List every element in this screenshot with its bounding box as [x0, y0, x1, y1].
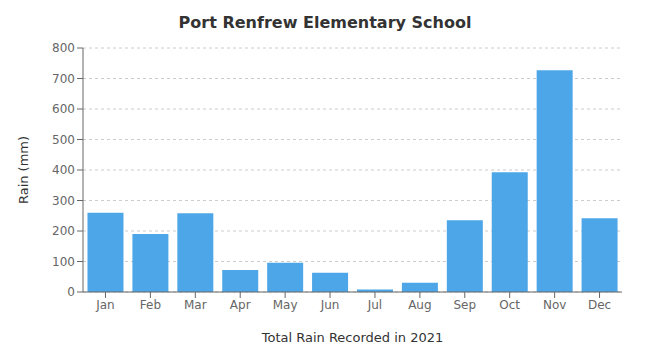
svg-text:Apr: Apr	[230, 298, 251, 312]
svg-text:Mar: Mar	[184, 298, 207, 312]
svg-text:Oct: Oct	[499, 298, 520, 312]
svg-text:600: 600	[52, 102, 75, 116]
svg-text:Sep: Sep	[453, 298, 476, 312]
svg-text:Aug: Aug	[408, 298, 431, 312]
svg-text:Nov: Nov	[543, 298, 566, 312]
svg-text:Feb: Feb	[140, 298, 161, 312]
svg-text:800: 800	[52, 41, 75, 55]
svg-text:400: 400	[52, 163, 75, 177]
svg-text:Dec: Dec	[588, 298, 611, 312]
svg-text:Jun: Jun	[320, 298, 340, 312]
svg-text:Jul: Jul	[367, 298, 382, 312]
svg-text:300: 300	[52, 194, 75, 208]
svg-text:Jan: Jan	[95, 298, 115, 312]
svg-text:200: 200	[52, 224, 75, 238]
svg-text:Total Rain Recorded in 2021: Total Rain Recorded in 2021	[261, 330, 444, 345]
svg-text:700: 700	[52, 72, 75, 86]
svg-text:500: 500	[52, 133, 75, 147]
svg-text:100: 100	[52, 255, 75, 269]
html-text:Port Renfrew Elementary School: Port Renfrew Elementary School	[178, 13, 472, 32]
svg-text:May: May	[273, 298, 298, 312]
svg-text:0: 0	[67, 285, 75, 299]
svg-text:Rain (mm): Rain (mm)	[16, 136, 31, 204]
